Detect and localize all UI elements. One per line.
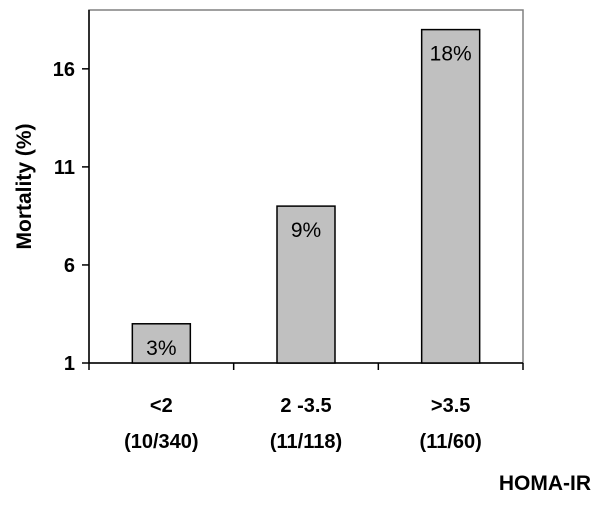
y-tick-label: 6 — [64, 255, 75, 277]
x-category-label: 2 -3.5 — [280, 395, 331, 417]
x-category-sublabel: (10/340) — [124, 431, 199, 453]
bar-data-label: 3% — [146, 337, 176, 360]
y-tick-label: 11 — [54, 157, 75, 179]
y-tick-label: 1 — [64, 353, 75, 375]
bars-group: 3% 9% 18% — [131, 28, 481, 364]
x-category-label: >3.5 — [431, 395, 470, 417]
bar-data-label: 18% — [430, 43, 472, 66]
bar — [276, 205, 336, 364]
y-tick-label: 16 — [53, 59, 75, 81]
category-labels: <2 (10/340) 2 -3.5 (11/118) >3.5 (11/60) — [124, 395, 482, 453]
x-category-sublabel: (11/60) — [420, 431, 482, 453]
bar — [420, 28, 481, 364]
bar-data-label: 9% — [291, 219, 321, 242]
x-axis — [88, 362, 524, 370]
x-category-sublabel: (11/118) — [270, 431, 342, 453]
bar — [131, 323, 192, 364]
x-category-label: <2 — [150, 395, 173, 417]
y-axis-title: Mortality (%) — [13, 124, 36, 250]
x-axis-title: HOMA-IR — [499, 472, 591, 495]
